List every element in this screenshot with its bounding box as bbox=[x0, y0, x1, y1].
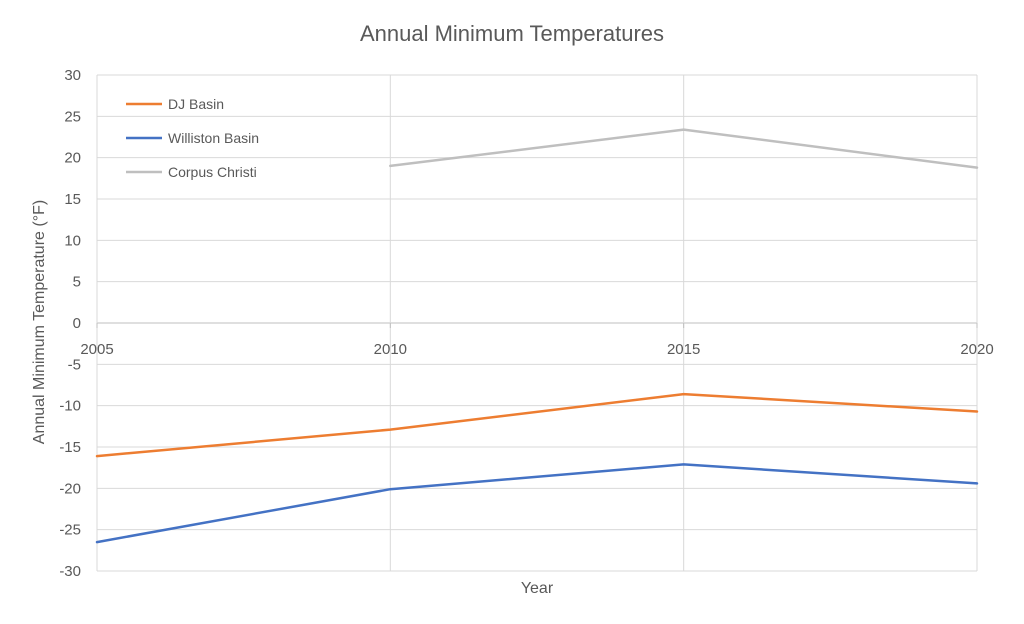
x-tick-label: 2010 bbox=[374, 341, 407, 358]
y-axis-label: Annual Minimum Temperature (°F) bbox=[31, 200, 48, 444]
y-tick-label: -20 bbox=[59, 480, 81, 497]
y-tick-label: 5 bbox=[73, 274, 81, 291]
y-tick-label: 30 bbox=[64, 67, 81, 84]
y-tick-label: -10 bbox=[59, 398, 81, 415]
legend-label: Williston Basin bbox=[168, 130, 259, 146]
series-line-2 bbox=[389, 128, 979, 169]
series-line-0 bbox=[95, 392, 979, 458]
x-axis-label: Year bbox=[521, 580, 554, 597]
legend: DJ Basin Williston Basin Corpus Christi bbox=[126, 96, 259, 180]
y-tick-label: 0 bbox=[73, 315, 81, 332]
y-tick-label: 20 bbox=[64, 150, 81, 167]
series-lines bbox=[95, 128, 979, 544]
x-tick-label: 2020 bbox=[960, 341, 993, 358]
legend-label: Corpus Christi bbox=[168, 164, 257, 180]
y-tick-label: 10 bbox=[64, 232, 81, 249]
y-tick-label: -15 bbox=[59, 439, 81, 456]
y-tick-label: -5 bbox=[68, 356, 81, 373]
x-tick-label: 2005 bbox=[80, 341, 113, 358]
y-tick-label: 25 bbox=[64, 108, 81, 125]
y-tick-label: 15 bbox=[64, 191, 81, 208]
y-tick-label: -30 bbox=[59, 563, 81, 580]
y-tick-label: -25 bbox=[59, 522, 81, 539]
legend-label: DJ Basin bbox=[168, 96, 224, 112]
series-line-1 bbox=[95, 463, 979, 544]
chart-title: Annual Minimum Temperatures bbox=[360, 21, 664, 46]
x-tick-label: 2015 bbox=[667, 341, 700, 358]
